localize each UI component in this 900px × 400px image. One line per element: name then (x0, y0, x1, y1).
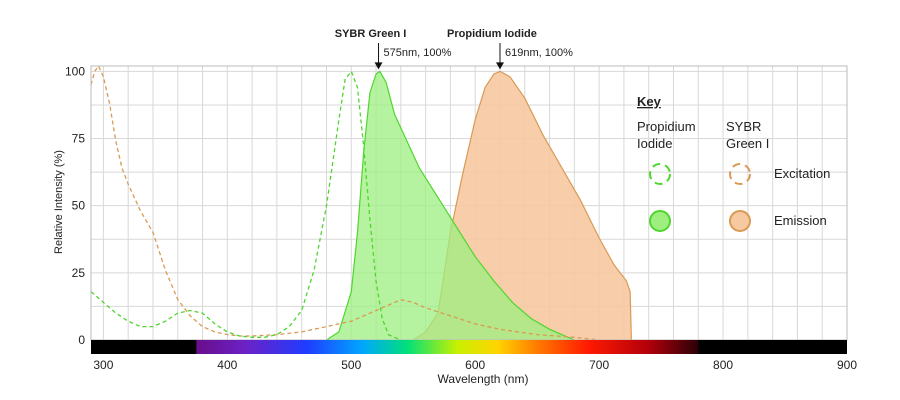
spectrum-bar-colors (196, 340, 699, 354)
legend-column-label: Green I (726, 136, 769, 151)
legend-row-label: Emission (774, 213, 827, 228)
y-tick-label: 100 (65, 64, 85, 78)
x-tick-label: 300 (93, 358, 113, 372)
peak-annotations: SYBR Green I 575nm, 100% Propidium Iodide 6… (335, 28, 573, 70)
sybr_exc-line (90, 70, 402, 341)
legend-title: Key (637, 94, 662, 109)
peak-annotation-name: Propidium Iodide (447, 28, 537, 40)
peak-annotation-detail: 575nm, 100% (384, 47, 452, 59)
peak-annotation-detail: 619nm, 100% (505, 47, 573, 59)
y-tick-label: 75 (72, 132, 86, 146)
legend-excitation-swatch (729, 163, 751, 185)
legend-column-label: SYBR (726, 119, 761, 134)
sybr_em-fill (326, 71, 575, 341)
peak-annotation-name: SYBR Green I (335, 28, 407, 40)
legend-emission-swatch (649, 210, 671, 232)
legend-emission-swatch (729, 210, 751, 232)
y-tick-label: 50 (72, 199, 86, 213)
legend-column-label: Propidium (637, 119, 696, 134)
x-tick-label: 500 (341, 358, 361, 372)
legend-excitation-swatch (649, 163, 671, 185)
x-tick-label: 400 (217, 358, 237, 372)
legend-column-label: Iodide (637, 136, 672, 151)
sybr_em-line (326, 70, 575, 341)
y-tick-label: 25 (72, 266, 86, 280)
peak-annotation-arrow (374, 62, 383, 70)
peak-annotation-arrow (495, 62, 504, 70)
spectrum-bar (91, 340, 847, 354)
tick-labels: 300 400 500 600 700 800 900 0 25 50 75 100 (65, 64, 857, 372)
legend-row-label: Excitation (774, 166, 830, 181)
x-tick-label: 700 (589, 358, 609, 372)
series-layer (90, 64, 632, 341)
y-tick-label: 0 (78, 333, 85, 347)
legend: Key Propidium Iodide SYBR Green I Excitation… (637, 94, 830, 232)
x-tick-label: 600 (465, 358, 485, 372)
x-tick-label: 800 (713, 358, 733, 372)
y-axis-label: Relative Intensity (%) (53, 150, 65, 254)
x-tick-label: 900 (837, 358, 857, 372)
x-axis-label: Wavelength (nm) (438, 372, 529, 386)
